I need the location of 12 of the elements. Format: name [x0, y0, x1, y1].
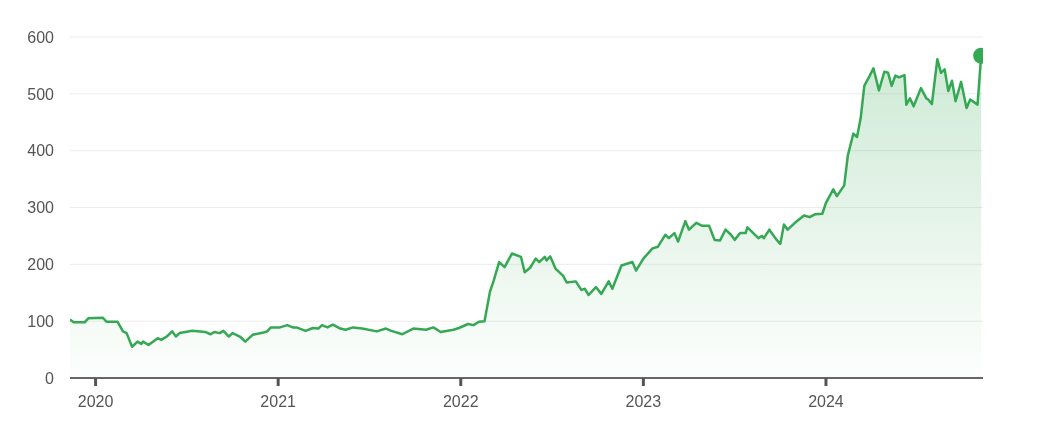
y-tick-label: 200 [27, 256, 55, 274]
x-tick-label: 2024 [808, 393, 844, 411]
y-tick-label: 400 [27, 142, 55, 160]
x-tick-label: 2023 [625, 393, 662, 411]
x-tick-label: 2021 [260, 393, 297, 411]
y-tick-label: 0 [45, 369, 55, 387]
y-tick-label: 300 [27, 199, 55, 217]
x-tick-label: 2022 [442, 393, 479, 411]
y-tick-label: 500 [27, 85, 55, 103]
y-tick-label: 600 [27, 28, 55, 46]
y-tick-label: 100 [27, 312, 55, 330]
x-tick-label: 2020 [77, 393, 114, 411]
